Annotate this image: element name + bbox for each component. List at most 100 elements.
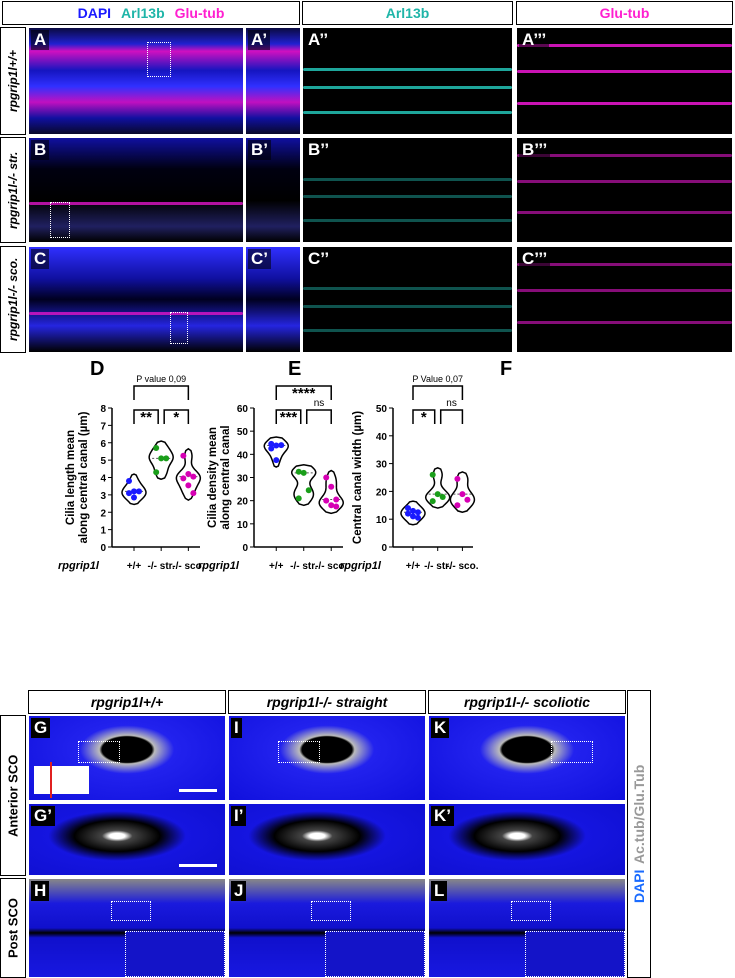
column-header-3: rpgrip1l-/- scoliotic (428, 690, 626, 714)
side-channel-label: DAPI Ac.tub/Glu.Tub (627, 690, 651, 978)
data-point (454, 502, 461, 509)
panel-label: A’’ (305, 30, 332, 50)
micrograph-cpp: C’’ (302, 246, 513, 353)
arl13b-signal (303, 177, 512, 181)
y-tick-label: 7 (100, 421, 106, 432)
violin-plot (175, 447, 202, 501)
significance-bracket (305, 409, 332, 424)
micrograph-gp: G’ (28, 803, 226, 876)
micrograph-cp: C’ (245, 246, 301, 353)
x-tick-label: -/- str. (424, 561, 451, 572)
x-tick-label: -/- sco. (446, 561, 478, 572)
x-axis-label: rpgrip1l (58, 560, 100, 572)
panel-label: B’ (248, 140, 271, 160)
zoom-region-box (78, 741, 120, 764)
x-tick-label: +/+ (269, 561, 284, 572)
y-tick-label: 10 (376, 515, 388, 526)
glutub-signal (517, 320, 732, 324)
panel-label-d: D (90, 358, 105, 380)
data-point (429, 471, 436, 478)
y-tick-label: 20 (237, 497, 249, 508)
zoom-region-box (146, 41, 171, 77)
significance-bracket (275, 409, 302, 424)
header-merged: DAPI Arl13b Glu-tub (2, 1, 300, 25)
row-label-2: rpgrip1l-/- str. (0, 137, 26, 243)
inset-zoom (325, 931, 425, 977)
micrograph-i: I (228, 715, 426, 801)
violin-plot (263, 436, 290, 468)
data-point (126, 477, 132, 484)
significance-label: *** (280, 409, 298, 426)
data-point (185, 471, 192, 478)
data-point (464, 496, 471, 503)
data-point (305, 487, 312, 494)
header-glutub-channel: Glu-tub (516, 1, 733, 25)
zoom-region-box (170, 312, 189, 345)
data-point (163, 455, 170, 462)
micrograph-kp: K’ (428, 803, 626, 876)
panel-label: K (431, 718, 450, 738)
header-dapi: DAPI (77, 5, 112, 21)
significance-bracket (412, 385, 464, 400)
glutub-signal (517, 70, 732, 74)
significance-bracket (163, 409, 190, 424)
panel-label: B’’’ (519, 140, 551, 160)
row-label-3: rpgrip1l-/- sco. (0, 246, 26, 353)
data-point (273, 442, 280, 449)
micrograph-c: C (28, 246, 244, 353)
data-point (300, 469, 307, 476)
significance-label: P Value 0,07 (412, 374, 463, 384)
y-tick-label: 0 (242, 543, 248, 554)
panel-label-e: E (288, 358, 302, 380)
y-tick-label: 40 (376, 432, 388, 443)
data-point (190, 473, 197, 480)
violin-plot (400, 500, 426, 526)
scale-bar (179, 864, 217, 867)
section-plane-marker (50, 762, 52, 798)
arl13b-signal (303, 219, 512, 223)
micrograph-a: A (28, 27, 244, 135)
panel-label: G (31, 718, 51, 738)
data-point (273, 457, 280, 464)
x-tick-label: +/+ (127, 561, 142, 572)
glutub-signal (517, 210, 732, 214)
significance-bracket (439, 409, 464, 424)
micrograph-ap: A’ (245, 27, 301, 135)
x-tick-label: -/- sco. (172, 561, 204, 572)
data-point (415, 509, 421, 516)
data-point (158, 455, 165, 462)
y-axis-label: Cilia length meanalong central canal (µm… (65, 411, 90, 543)
x-tick-label: -/- sco. (315, 561, 347, 572)
y-tick-label: 40 (237, 450, 249, 461)
data-point (405, 505, 411, 512)
data-point (131, 488, 137, 495)
panel-label: G’ (31, 806, 55, 826)
data-point (278, 442, 285, 449)
y-tick-label: 4 (100, 474, 106, 485)
data-point (333, 496, 340, 503)
micrograph-l: L (428, 878, 626, 978)
data-point (323, 497, 330, 504)
micrograph-app: A’’ (302, 27, 513, 135)
y-label-line: Cilia density mean (207, 427, 219, 528)
brain-schematic-inset (34, 762, 89, 798)
micrograph-bpp: B’’ (302, 137, 513, 243)
zoom-region-box (311, 900, 352, 921)
side-label-actub: Ac.tub/Glu.Tub (631, 764, 647, 864)
panel-label: C’’’ (519, 249, 551, 269)
arl13b-signal (303, 86, 512, 90)
violin-plot (121, 473, 147, 506)
panel-label: B’’ (305, 140, 333, 160)
zoom-region-box (278, 741, 320, 764)
header-glutub: Glu-tub (174, 5, 225, 21)
row-label-post-sco: Post SCO (0, 878, 26, 978)
y-axis-label: Cilia density meanalong central canal (207, 425, 232, 529)
arl13b-signal (303, 110, 512, 114)
data-point (190, 490, 197, 497)
micrograph-g: G (28, 715, 226, 801)
data-point (333, 503, 340, 510)
arl13b-signal (303, 195, 512, 199)
header-arl13b: Arl13b (121, 5, 165, 21)
significance-label: ** (140, 409, 152, 426)
y-tick-label: 0 (381, 543, 387, 554)
